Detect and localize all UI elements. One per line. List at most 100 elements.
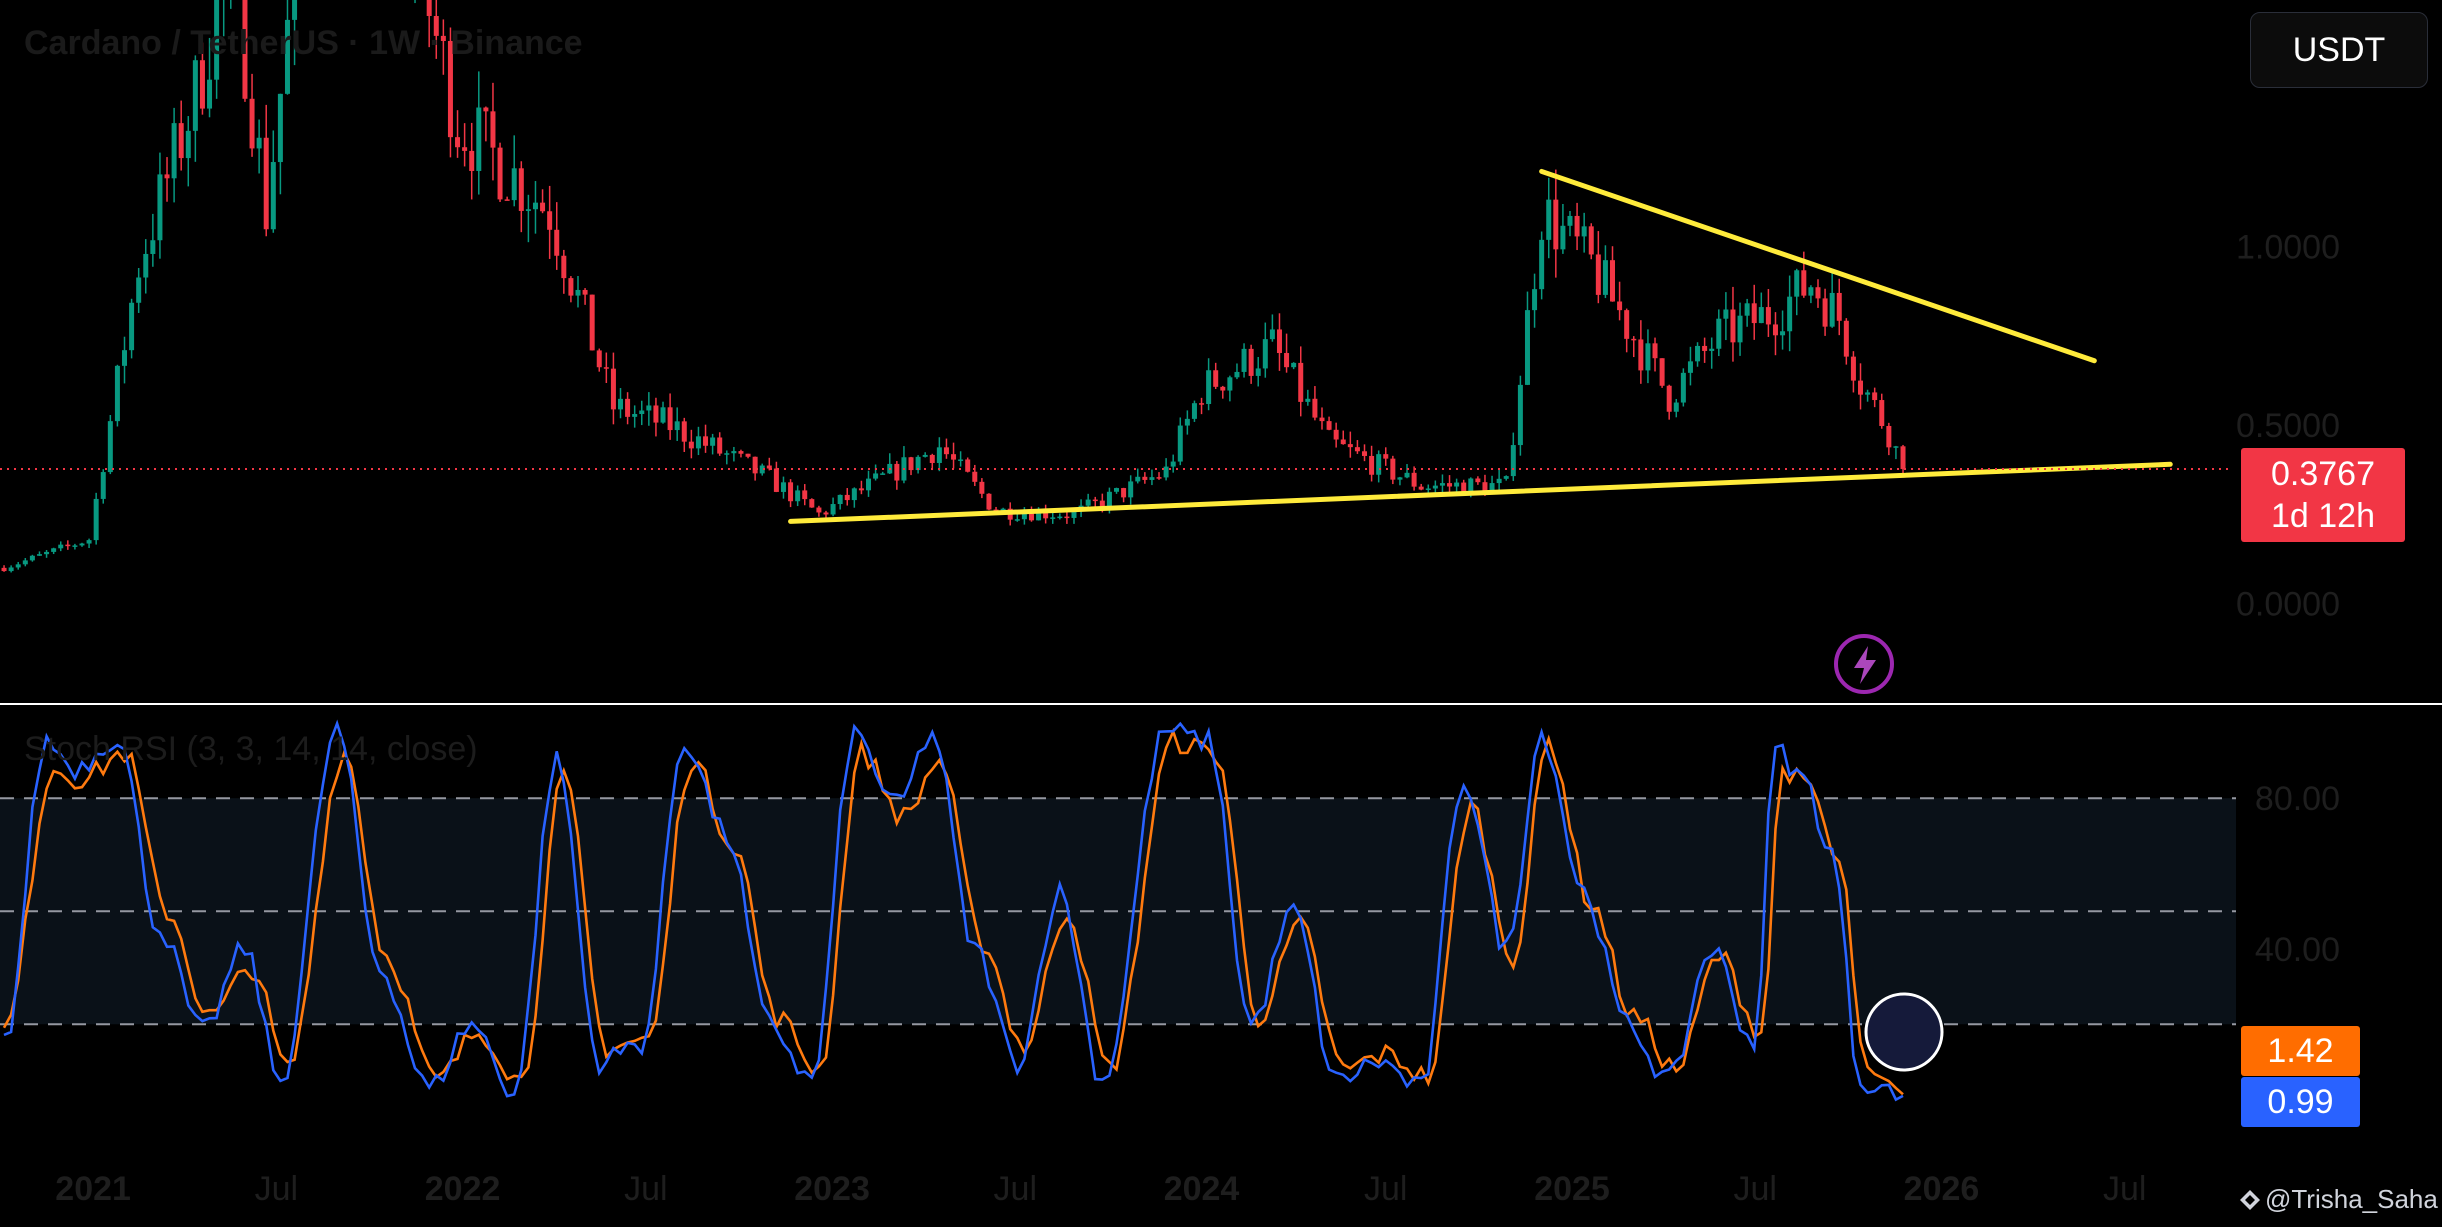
price-axis-tick: 0.0000 — [2236, 586, 2340, 624]
candle-body — [1865, 392, 1871, 395]
candle-body — [1822, 298, 1828, 327]
candle-body — [1723, 309, 1729, 319]
candle-body — [518, 168, 524, 211]
candle-body — [1170, 461, 1176, 467]
candle-body — [936, 447, 942, 463]
candle-body — [1085, 499, 1091, 506]
candle-body — [1758, 307, 1764, 324]
candle-body — [1652, 343, 1658, 359]
candle-body — [1659, 358, 1665, 386]
candle-body — [525, 209, 531, 211]
candle-body — [185, 130, 191, 159]
candle-body — [1298, 362, 1304, 402]
candle-body — [710, 437, 716, 446]
candle-body — [79, 543, 85, 546]
candle-body — [858, 488, 864, 491]
candle-body — [965, 459, 971, 472]
candle-body — [263, 137, 269, 230]
candle-body — [717, 437, 723, 454]
candle-body — [915, 456, 921, 471]
candle-body — [1595, 254, 1601, 295]
candle-body — [1468, 478, 1474, 496]
resistance-trendline[interactable] — [1539, 168, 2097, 364]
candle-body — [1114, 488, 1120, 492]
candle-body — [136, 277, 142, 303]
candle-body — [1673, 402, 1679, 412]
price-badge: 0.3767 1d 12h — [2241, 448, 2405, 542]
candle-body — [93, 498, 99, 541]
candle-body — [724, 453, 730, 455]
time-axis-tick: 2024 — [1164, 1170, 1240, 1208]
candle-body — [554, 229, 560, 256]
candle-body — [1404, 472, 1410, 478]
candle-body — [1312, 398, 1318, 418]
candle-body — [1850, 356, 1856, 381]
candle-body — [1390, 458, 1396, 480]
candle-body — [1227, 377, 1233, 391]
candle-body — [1886, 425, 1892, 448]
trendline-layer[interactable] — [788, 168, 2173, 524]
candle-body — [1411, 472, 1417, 487]
candle-body — [1021, 513, 1027, 520]
candle-body — [1461, 482, 1467, 496]
time-axis-tick: Jul — [994, 1170, 1037, 1208]
candle-body — [830, 504, 836, 515]
candle-body — [873, 473, 879, 479]
candle-body — [802, 490, 808, 500]
candle-body — [1716, 318, 1722, 349]
candle-body — [1191, 403, 1197, 419]
candle-body — [951, 454, 957, 460]
candle-body — [745, 453, 751, 457]
candle-body — [1347, 444, 1353, 448]
candle-body — [929, 454, 935, 463]
candle-body — [1177, 425, 1183, 462]
candle-body — [1418, 486, 1424, 490]
candle-body — [1383, 454, 1389, 459]
watermark-text: @Trisha_Saha — [2265, 1184, 2438, 1214]
candle-body — [823, 512, 829, 515]
candle-body — [943, 447, 949, 455]
candle-body — [1489, 483, 1495, 494]
candle-body — [440, 35, 446, 41]
rsi-band-layer — [0, 797, 2236, 1026]
candle-body — [1369, 455, 1375, 475]
candle-body — [844, 494, 850, 501]
watermark[interactable]: @Trisha_Saha — [2239, 1184, 2438, 1215]
cursor-circle-icon[interactable] — [1864, 992, 1944, 1072]
currency-button[interactable]: USDT — [2250, 12, 2428, 88]
candle-body — [1843, 320, 1849, 357]
candle-body — [1213, 370, 1219, 387]
lightning-icon[interactable] — [1834, 634, 1894, 694]
candle-body — [1482, 482, 1488, 494]
candle-body — [1765, 307, 1771, 325]
candle-body — [171, 123, 177, 179]
candle-body — [86, 540, 92, 544]
candle-body — [1546, 199, 1552, 240]
candle-body — [1581, 226, 1587, 237]
candle-body — [1610, 260, 1616, 302]
candle-body — [447, 40, 453, 138]
time-axis-tick: Jul — [624, 1170, 667, 1208]
candle-body — [1638, 339, 1644, 371]
candle-body — [653, 405, 659, 423]
candle-body — [1737, 315, 1743, 343]
candle-body — [788, 482, 794, 502]
candle-body — [1432, 485, 1438, 489]
candle-body — [1425, 488, 1431, 490]
candle-body — [483, 107, 489, 112]
candle-body — [1815, 287, 1821, 299]
stoch-rsi-title[interactable]: Stoch RSI (3, 3, 14, 14, close) — [24, 730, 478, 768]
candle-body — [738, 451, 744, 454]
candle-body — [114, 365, 120, 422]
candle-body — [795, 490, 801, 502]
candle-body — [1057, 516, 1063, 519]
candle-body — [426, 0, 432, 17]
candle-body — [681, 421, 687, 442]
support-trendline[interactable] — [788, 461, 2173, 524]
candle-body — [1702, 345, 1708, 351]
candle-body — [36, 554, 42, 556]
candle-body — [157, 174, 163, 241]
time-axis-tick: 2021 — [55, 1170, 131, 1208]
candle-body — [277, 93, 283, 163]
